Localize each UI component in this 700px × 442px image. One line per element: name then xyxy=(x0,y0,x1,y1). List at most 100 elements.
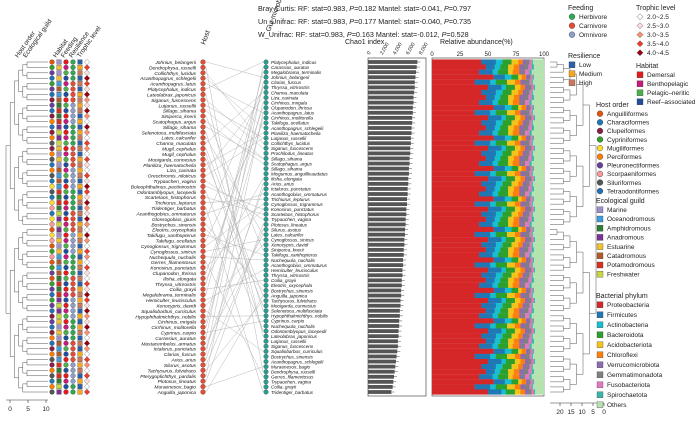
abundance-segment xyxy=(531,89,533,96)
abundance-segment xyxy=(485,186,495,192)
abundance-segment xyxy=(513,247,520,253)
abundance-segment xyxy=(531,216,535,222)
trait-dot xyxy=(63,75,69,81)
abundance-segment xyxy=(532,120,545,126)
abundance-segment xyxy=(495,201,508,207)
abundance-segment xyxy=(504,196,512,202)
trait-dot xyxy=(70,297,76,303)
gut-marker xyxy=(263,59,269,65)
host-marker xyxy=(200,292,206,298)
abundance-segment xyxy=(529,130,532,136)
abundance-segment xyxy=(500,308,509,314)
abundance-segment xyxy=(523,216,529,222)
link-line xyxy=(205,107,264,274)
trait-square xyxy=(56,156,62,162)
abundance-segment xyxy=(514,145,521,151)
host-marker xyxy=(200,389,206,395)
legend-label: Mugiliformes xyxy=(607,145,645,152)
trait-diamond xyxy=(83,150,91,157)
trait-square xyxy=(77,292,83,298)
abundance-segment xyxy=(432,374,480,380)
host-marker xyxy=(200,64,206,70)
gut-marker xyxy=(263,191,269,197)
trait-dot xyxy=(63,227,69,233)
abundance-segment xyxy=(532,303,545,309)
abundance-segment xyxy=(529,292,532,299)
trait-square xyxy=(77,254,83,260)
abundance-segment xyxy=(528,237,532,243)
trait-diamond xyxy=(83,118,91,125)
relative-tick-label: 100 xyxy=(539,52,550,58)
abundance-segment xyxy=(508,313,513,319)
abundance-segment xyxy=(514,79,521,85)
gut-species-label: Cirrhinus_mrigala xyxy=(271,100,307,105)
legend-swatch xyxy=(596,206,604,213)
host-marker xyxy=(200,367,206,373)
abundance-segment xyxy=(521,379,527,385)
chao1-bar xyxy=(368,344,398,349)
abundance-segment xyxy=(494,94,501,101)
trait-dot xyxy=(70,351,76,357)
abundance-segment xyxy=(490,353,497,360)
abundance-segment xyxy=(529,211,532,217)
abundance-segment xyxy=(505,206,516,212)
trait-square xyxy=(56,97,62,103)
abundance-segment xyxy=(530,166,533,172)
abundance-segment xyxy=(521,74,527,80)
chao1-bar xyxy=(368,339,398,344)
host-marker xyxy=(200,302,206,308)
trait-dot xyxy=(63,200,69,206)
relative-abundance-chart: 0 25 50 75 100 xyxy=(430,52,550,397)
abundance-segment xyxy=(531,125,535,131)
abundance-segment xyxy=(432,171,475,177)
legend-label: Demersal xyxy=(647,72,675,79)
abundance-segment xyxy=(524,252,530,258)
abundance-segment xyxy=(531,333,533,339)
trait-diamond xyxy=(83,259,91,266)
abundance-segment xyxy=(520,110,526,116)
abundance-segment xyxy=(485,216,495,222)
legend-label: 4.0~4.5 xyxy=(647,50,669,57)
abundance-segment xyxy=(532,257,535,263)
trait-diamond xyxy=(83,96,91,103)
abundance-segment xyxy=(519,221,522,228)
host-trait-dots xyxy=(49,58,91,396)
gut-marker xyxy=(263,389,269,395)
abundance-segment xyxy=(495,323,508,329)
chao1-bar xyxy=(368,85,415,90)
legend-swatch xyxy=(596,371,604,378)
gut-species-label: Thryssa_vitrirostris xyxy=(271,273,310,278)
chao1-bar xyxy=(368,374,394,379)
gut-species-label: Bostrychus_sinensis xyxy=(271,288,314,293)
host-marker xyxy=(200,124,206,130)
abundance-segment xyxy=(511,272,519,278)
abundance-segment xyxy=(494,64,501,70)
abundance-segment xyxy=(432,206,489,212)
host-marker xyxy=(200,205,206,211)
legend-title: Feeding xyxy=(568,5,593,12)
trait-square xyxy=(56,265,62,271)
trait-dot xyxy=(63,183,69,189)
host-species-label: Scartelaos_histophorus xyxy=(145,195,197,201)
abundance-segment xyxy=(523,338,529,344)
gut-species-label: Trypauchen_vagina xyxy=(271,217,311,222)
legend-swatch xyxy=(596,321,604,328)
abundance-segment xyxy=(493,379,505,385)
abundance-segment xyxy=(490,171,497,177)
abundance-segment xyxy=(524,171,530,177)
abundance-segment xyxy=(500,277,509,283)
gut-marker xyxy=(263,206,269,212)
trait-dot xyxy=(49,384,55,390)
abundance-segment xyxy=(532,105,535,111)
trait-dot xyxy=(70,270,76,276)
host-species-label: Platycephalus_indicus xyxy=(148,87,197,93)
abundance-segment xyxy=(500,125,509,131)
abundance-segment xyxy=(481,364,497,370)
gut-species-label: Cyprinus_carpio xyxy=(271,319,305,324)
abundance-segment xyxy=(479,374,493,380)
abundance-segment xyxy=(526,166,529,172)
abundance-segment xyxy=(500,94,509,101)
chao1-bar xyxy=(368,268,403,273)
abundance-segment xyxy=(432,145,489,151)
host-marker xyxy=(200,59,206,65)
